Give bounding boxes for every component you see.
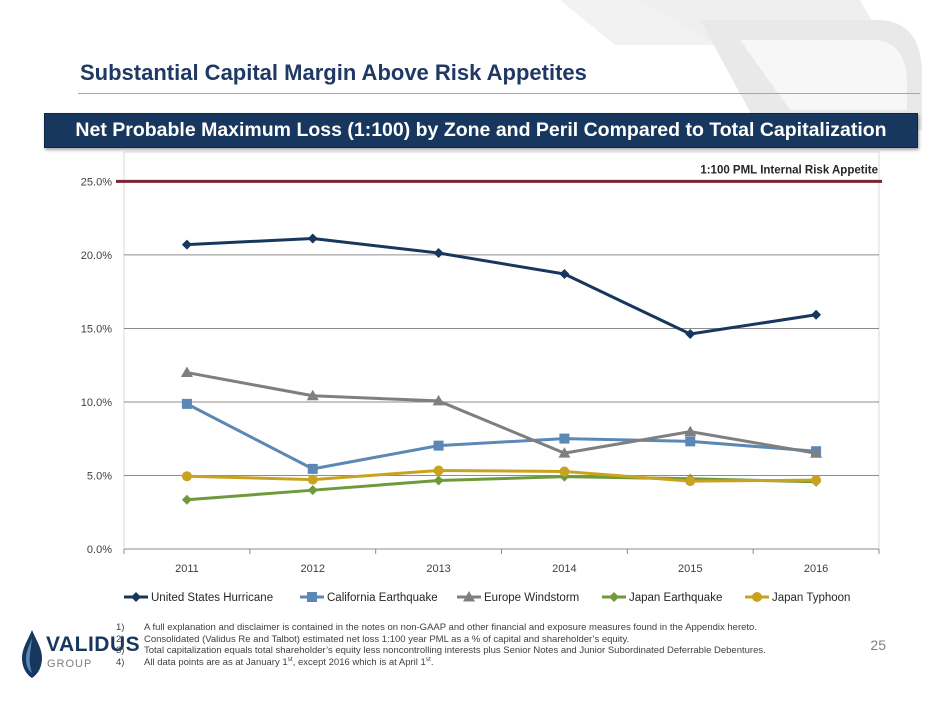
data-point [181,398,192,409]
data-point [181,471,192,482]
logo-subtitle: GROUP [47,658,93,670]
footnote-superscript: st [425,655,431,663]
footnote: 3) Total capitalization equals total shar… [116,645,876,657]
data-point [811,475,822,486]
data-point [181,239,192,250]
legend-item: Japan Earthquake [602,592,722,604]
validus-logo-icon [22,630,42,678]
series-japan-typhoon [181,465,822,487]
data-point [307,485,318,496]
chart-gridlines [123,151,880,550]
legend-label: California Earthquake [327,592,438,604]
legend-swatch-marker [752,592,762,602]
data-point [559,433,570,444]
legend-item: Japan Typhoon [745,592,850,604]
legend-swatch-marker [463,591,475,602]
x-tick-label: 2012 [301,563,325,575]
data-point [306,389,319,401]
legend-label: United States Hurricane [151,592,273,604]
series-europe-windstorm [180,366,823,458]
data-point [810,447,823,458]
data-point [684,425,697,437]
data-point [559,466,570,477]
chart-series [180,233,823,505]
risk-appetite-reference: 1:100 PML Internal Risk Appetite [116,164,882,183]
series-line [186,468,817,483]
data-point [559,269,570,280]
series-japan-earthquake [181,471,822,505]
y-tick-label: 5.0% [87,470,112,482]
data-point [433,440,444,451]
footnote-text: A full explanation and disclaimer is con… [144,622,757,633]
data-point [558,447,571,458]
legend-label: Europe Windstorm [484,592,579,604]
footnote-text: Consolidated (Validus Re and Talbot) est… [144,633,630,645]
footnote-number: 3) [116,645,125,656]
x-tick-label: 2014 [552,563,576,575]
legend-swatch-marker [307,592,317,602]
footnote: 2) Consolidated (Validus Re and Talbot) e… [116,634,876,646]
data-point [685,476,696,487]
page-number: 25 [870,637,886,653]
title-divider [78,93,920,94]
footnote-text: Total capitalization equals total shareh… [144,645,766,656]
y-tick-label: 10.0% [81,397,112,409]
footnote: 4) All data points are as at January 1st,… [116,655,876,669]
legend-item: California Earthquake [300,592,438,604]
data-point [307,233,318,244]
data-point [433,248,444,259]
footnote-text: All data points are as at January 1 [144,656,288,668]
plot-area [123,151,880,550]
legend-item: Europe Windstorm [457,591,579,604]
chart-legend: United States Hurricane California Earthq… [124,591,850,604]
footnotes: 1) A full explanation and disclaimer is c… [116,622,876,668]
risk-appetite-label: 1:100 PML Internal Risk Appetite [700,164,878,176]
footnote-text: , except 2016 which is at April 1 [292,656,426,668]
pml-line-chart: 0.0% 5.0% 10.0% 15.0% 20.0% 25.0% 2011 2012 2013… [81,151,882,604]
y-tick-label: 0.0% [87,544,112,556]
x-tick-label: 2011 [175,563,199,575]
x-tick-label: 2015 [678,563,702,575]
legend-label: Japan Earthquake [629,592,722,604]
footnote-number: 2) [116,633,125,645]
series-united-states-hurricane [181,233,822,340]
footnote: 1) A full explanation and disclaimer is c… [116,622,876,634]
footnote-superscript: st [287,655,293,663]
data-point [433,475,444,486]
series-line [186,371,817,455]
slide-title: Substantial Capital Margin Above Risk Ap… [80,60,587,85]
validus-logo: VALIDUS GROUP [18,628,140,688]
chart-axes: 0.0% 5.0% 10.0% 15.0% 20.0% 25.0% 2011 2012 2013… [81,176,880,575]
data-point [307,474,318,485]
logo-wordmark: VALIDUS [46,633,141,656]
legend-swatch-marker [609,592,619,602]
series-line [186,475,817,502]
data-point [811,309,822,320]
legend-item: United States Hurricane [124,592,273,604]
data-point [180,366,193,378]
series-line [186,236,817,336]
series-line [186,402,817,471]
chart-banner: Net Probable Maximum Loss (1:100) by Zon… [44,113,918,148]
data-point [307,463,318,474]
y-tick-label: 15.0% [81,323,112,335]
data-point [432,394,445,406]
data-point [685,329,696,340]
legend-label: Japan Typhoon [772,592,850,604]
footnote-number: 1) [116,622,125,633]
data-point [181,494,192,505]
data-point [433,465,444,476]
legend-swatch-marker [131,592,141,602]
x-tick-label: 2016 [804,563,828,575]
footnote-number: 4) [116,656,125,668]
y-tick-label: 20.0% [81,250,112,262]
y-tick-label: 25.0% [81,176,112,188]
x-tick-label: 2013 [426,563,450,575]
data-point [685,436,696,447]
footnote-text: . [430,656,434,668]
